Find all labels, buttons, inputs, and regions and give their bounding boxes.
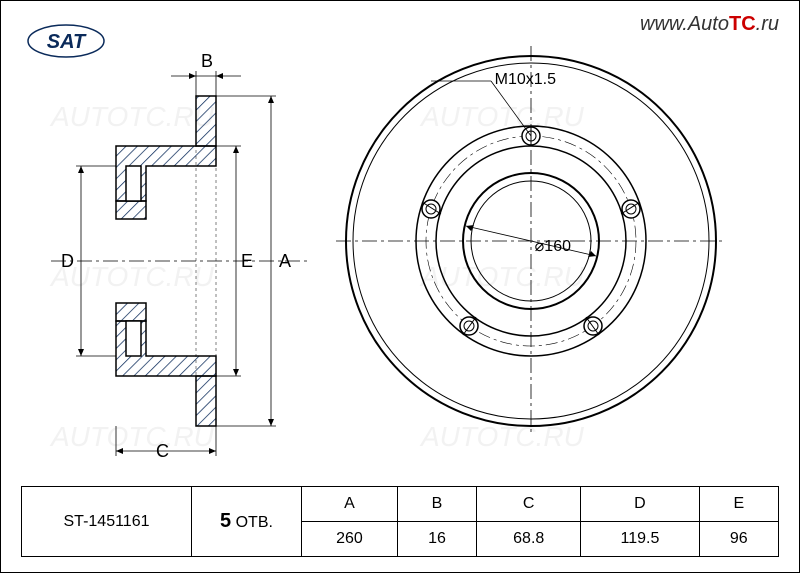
dim-value-b: 16 [397, 522, 476, 557]
front-view [331, 41, 731, 441]
holes-cell: 5 ОТВ. [192, 487, 302, 557]
col-header-a: A [302, 487, 398, 522]
col-header-d: D [581, 487, 699, 522]
holes-label: ОТВ. [236, 514, 273, 531]
center-dia-label: ⌀160 [535, 236, 571, 256]
dim-value-c: 68.8 [477, 522, 581, 557]
dim-label-e: E [241, 251, 253, 272]
dim-value-a: 260 [302, 522, 398, 557]
col-header-e: E [699, 487, 778, 522]
dim-label-a: A [279, 251, 291, 272]
dim-value-d: 119.5 [581, 522, 699, 557]
dimension-table: ST-1451161 5 ОТВ. A B C D E 260 16 68.8 … [21, 486, 779, 557]
bolt-spec-label: M10x1.5 [495, 71, 556, 89]
dim-label-b: B [201, 51, 213, 72]
dim-label-c: C [156, 441, 169, 462]
col-header-b: B [397, 487, 476, 522]
col-header-c: C [477, 487, 581, 522]
dim-value-e: 96 [699, 522, 778, 557]
holes-count: 5 [220, 510, 231, 532]
drawing-area: B A E D C [21, 21, 781, 471]
dim-label-d: D [61, 251, 74, 272]
part-number-cell: ST-1451161 [22, 487, 192, 557]
